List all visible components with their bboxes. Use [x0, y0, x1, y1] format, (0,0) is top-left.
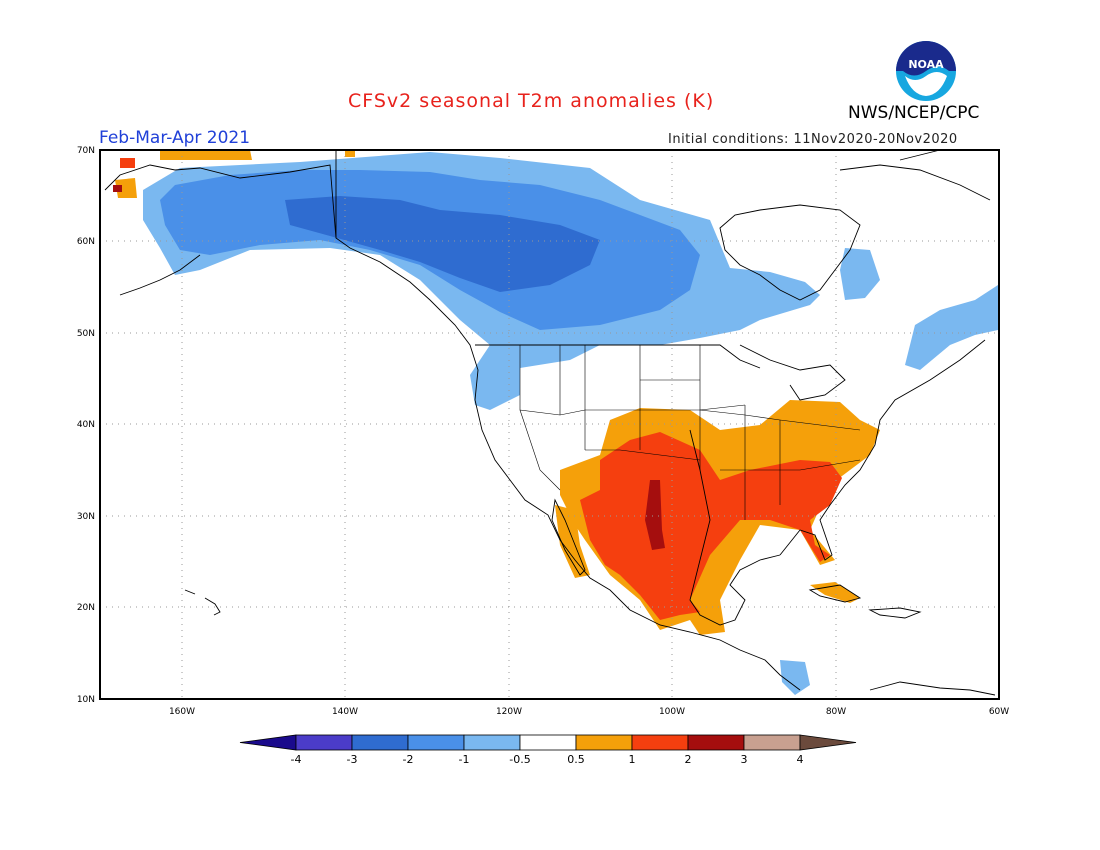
- colorbar-label: -3: [347, 753, 358, 766]
- colorbar-label: 4: [797, 753, 804, 766]
- colorbar-segment: [631, 734, 689, 751]
- colorbar-label: -4: [291, 753, 302, 766]
- lon-label: 60W: [989, 707, 1009, 717]
- colorbar-label: 3: [741, 753, 748, 766]
- colorbar-segment: [687, 734, 745, 751]
- lat-label: 30N: [77, 512, 95, 522]
- chart-title: CFSv2 seasonal T2m anomalies (K): [348, 90, 715, 112]
- lat-label: 50N: [77, 329, 95, 339]
- lat-label: 40N: [77, 420, 95, 430]
- colorbar-label: -2: [403, 753, 414, 766]
- lat-label: 20N: [77, 603, 95, 613]
- colorbar-label: 0.5: [567, 753, 585, 766]
- colorbar-segment: [743, 734, 801, 751]
- season-label: Feb-Mar-Apr 2021: [99, 128, 251, 148]
- warm-anomaly-red: [580, 432, 842, 620]
- colorbar-segment: [799, 734, 857, 751]
- lon-label: 80W: [826, 707, 846, 717]
- latitude-labels: 70N 60N 50N 40N 30N 20N 10N: [77, 146, 95, 705]
- colorbar-segment: [295, 734, 353, 751]
- state-borders: [519, 345, 861, 520]
- lon-label: 140W: [332, 707, 358, 717]
- lon-label: 100W: [659, 707, 685, 717]
- colorbar-segment: [519, 734, 577, 751]
- lat-label: 10N: [77, 695, 95, 705]
- lat-label: 60N: [77, 237, 95, 247]
- colorbar-label: -0.5: [509, 753, 530, 766]
- colorbar-segment: [351, 734, 409, 751]
- lon-label: 120W: [496, 707, 522, 717]
- colorbar-segment: [463, 734, 521, 751]
- colorbar-label: 1: [629, 753, 636, 766]
- colorbar-segment: [575, 734, 633, 751]
- lon-label: 160W: [169, 707, 195, 717]
- agency-label: NWS/NCEP/CPC: [848, 103, 980, 123]
- coastlines: [104, 149, 996, 696]
- longitude-labels: 160W 140W 120W 100W 80W 60W: [169, 707, 1009, 717]
- colorbar-label: 2: [685, 753, 692, 766]
- initial-conditions-label: Initial conditions: 11Nov2020-20Nov2020: [668, 132, 958, 147]
- warm-anomaly-darkred: [645, 480, 665, 550]
- colorbar-legend: -4 -3 -2 -1 -0.5 0.5 1 2 3 4: [239, 734, 857, 766]
- noaa-logo-icon: NOAA: [895, 40, 957, 106]
- colorbar-label: -1: [459, 753, 470, 766]
- cold-anomaly-dark: [285, 196, 600, 292]
- anomaly-fields: [113, 150, 998, 695]
- lat-label: 70N: [77, 146, 95, 156]
- colorbar-segment: [407, 734, 465, 751]
- svg-text:NOAA: NOAA: [908, 58, 944, 71]
- colorbar-segment: [239, 734, 297, 751]
